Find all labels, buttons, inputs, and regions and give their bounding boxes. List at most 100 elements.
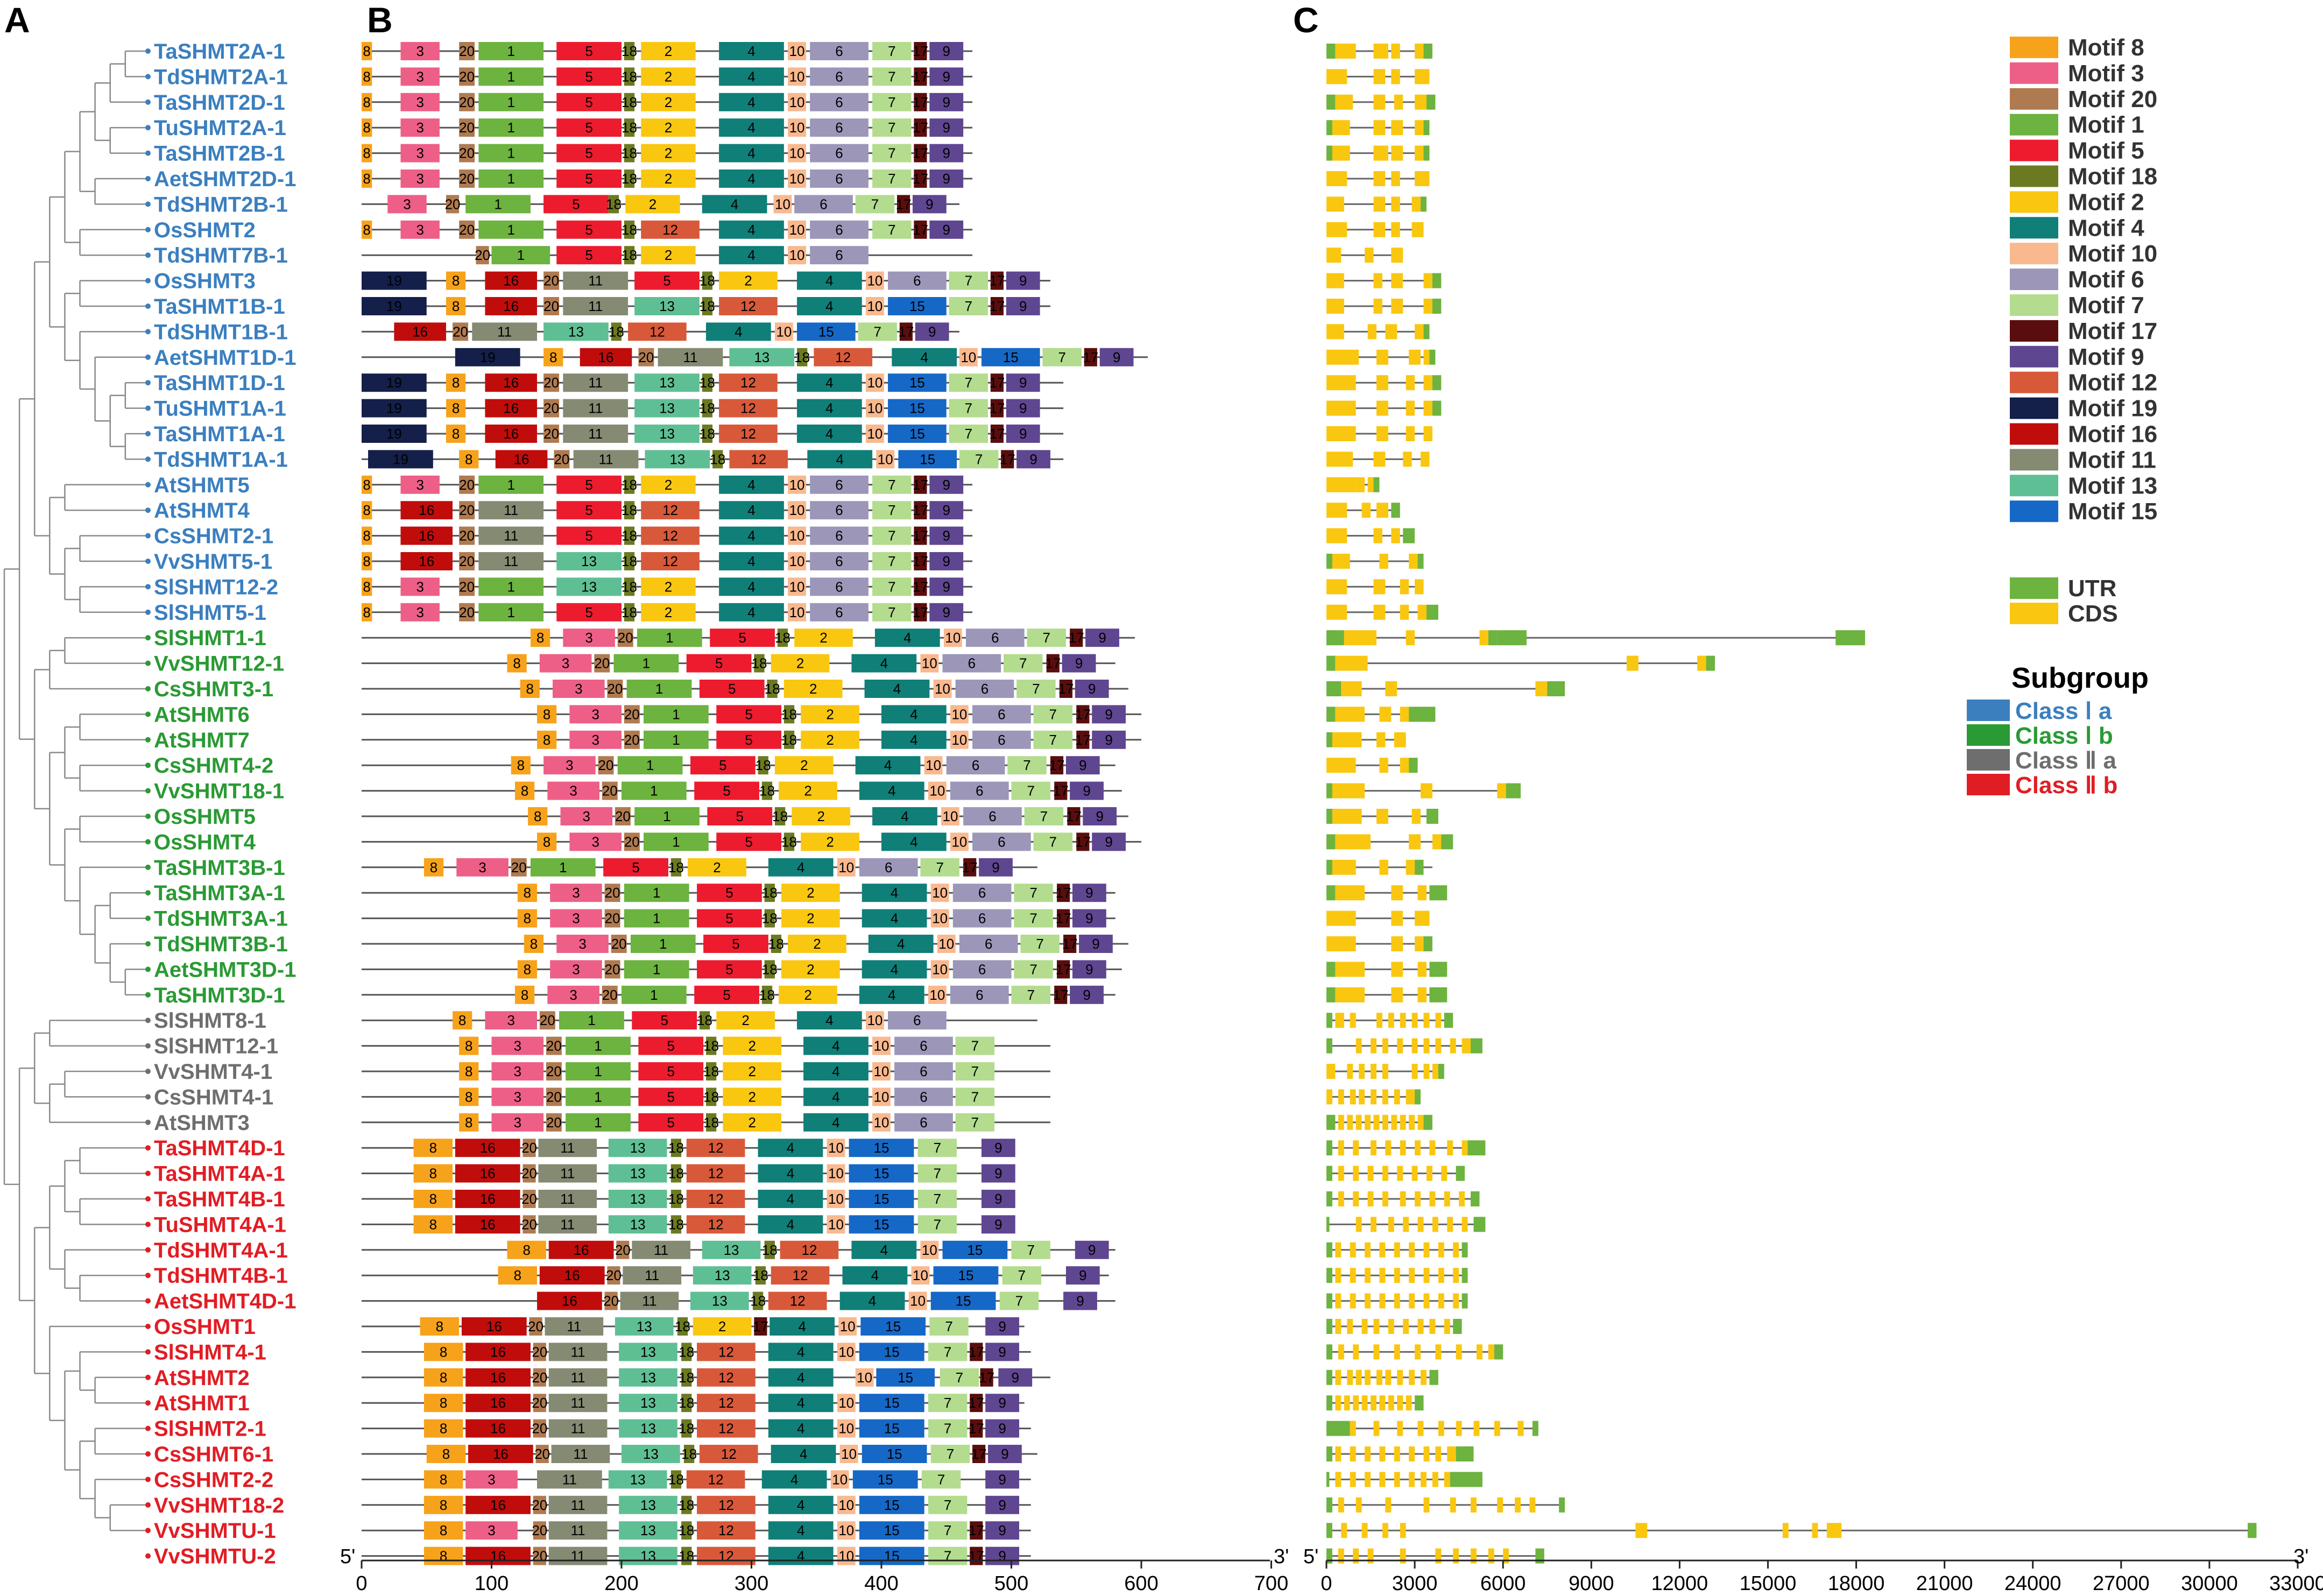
utr-block xyxy=(1494,1344,1503,1360)
motif-box-label: 17 xyxy=(969,1344,984,1360)
motif-box-label: 12 xyxy=(662,502,678,518)
motif-box-label: 9 xyxy=(994,1140,1002,1156)
cds-block xyxy=(1326,936,1356,951)
motif-box-label: 12 xyxy=(708,1216,724,1232)
utr-block xyxy=(1432,299,1442,314)
motif-box-label: 18 xyxy=(622,68,637,84)
motif-box-label: 13 xyxy=(754,349,769,365)
motif-box-label: 5 xyxy=(585,119,592,136)
motif-box-label: 6 xyxy=(835,222,843,238)
motif-axis-tick-label: 600 xyxy=(1124,1572,1158,1595)
motif-box xyxy=(543,756,596,775)
motif-box xyxy=(546,1087,562,1106)
motif-box-label: 15 xyxy=(884,1522,900,1538)
motif-box-label: 13 xyxy=(640,1369,656,1386)
motif-box-label: 4 xyxy=(747,604,755,620)
cds-block xyxy=(1394,1268,1400,1283)
motif-box xyxy=(924,756,943,775)
cds-block xyxy=(1411,196,1421,212)
cds-block xyxy=(1338,1140,1344,1156)
motif-box-label: 10 xyxy=(840,1318,856,1334)
utr-block xyxy=(1326,554,1332,569)
motif-box-label: 3 xyxy=(416,119,423,136)
motif-box xyxy=(917,1164,957,1183)
motif-box-label: 12 xyxy=(718,1369,734,1386)
cds-block xyxy=(1355,1038,1362,1054)
motif-box xyxy=(608,195,619,214)
cds-block xyxy=(1432,1472,1438,1487)
cds-block xyxy=(1456,1344,1462,1360)
phylogenetic-tree xyxy=(3,50,148,1531)
motif-box-label: 10 xyxy=(828,1166,844,1182)
motif-box xyxy=(719,42,784,60)
motif-box-label: 16 xyxy=(480,1216,496,1232)
motif-box-label: 6 xyxy=(976,783,983,799)
motif-box xyxy=(514,985,535,1004)
motif-box-label: 17 xyxy=(1075,732,1091,748)
motif-box-label: 18 xyxy=(679,1395,694,1411)
motif-box-label: 11 xyxy=(571,1548,585,1564)
gene-name-label: VvSHMT12-1 xyxy=(154,652,284,676)
motif-box xyxy=(837,858,856,877)
motif-box xyxy=(688,858,746,877)
motif-box xyxy=(810,552,869,570)
motif-box-label: 7 xyxy=(888,477,895,493)
cds-block xyxy=(1435,1446,1442,1461)
motif-box xyxy=(556,170,622,188)
cds-block xyxy=(1371,1140,1376,1156)
motif-axis-tick-label: 300 xyxy=(735,1572,768,1595)
cds-block xyxy=(1391,145,1403,161)
motif-box-label: 12 xyxy=(718,1344,734,1360)
motif-box-label: 10 xyxy=(841,1446,857,1462)
motif-box xyxy=(929,93,964,111)
motif-box xyxy=(400,475,440,494)
motif-box-label: 3 xyxy=(591,834,599,850)
cds-block xyxy=(1517,1421,1524,1436)
motif-box xyxy=(914,475,927,494)
motif-box-label: 8 xyxy=(363,604,370,620)
motif-box-label: 17 xyxy=(969,1421,984,1437)
motif-box-label: 16 xyxy=(503,298,519,314)
cds-block xyxy=(1365,248,1374,263)
gene-name-label: TaSHMT1B-1 xyxy=(154,295,285,319)
motif-axis-tick-label: 500 xyxy=(994,1572,1028,1595)
cds-block xyxy=(1371,1038,1376,1054)
gene-structure-panel xyxy=(1326,44,2257,1564)
motif-box xyxy=(1083,807,1117,825)
motif-box-label: 13 xyxy=(724,1242,739,1258)
motif-box xyxy=(950,730,969,749)
motif-box-label: 11 xyxy=(497,323,512,340)
cds-block xyxy=(1373,1319,1380,1334)
gene-structure-row xyxy=(1326,69,1430,84)
gene-structure-row xyxy=(1326,1472,1482,1487)
gene-axis: 0 3000 6000 9000 12000 15000 18000 21000 24000 27… xyxy=(1303,1545,2323,1595)
motif-box-label: 7 xyxy=(944,1548,951,1564)
motif-box-label: 3 xyxy=(507,1012,514,1028)
motif-box-label: 8 xyxy=(524,910,531,927)
gene-name-label: AtSHMT6 xyxy=(154,703,250,726)
motif-box xyxy=(459,220,475,239)
motif-box xyxy=(670,858,682,877)
cds-block xyxy=(1423,400,1432,416)
cds-block xyxy=(1373,604,1386,620)
motif-box-label: 5 xyxy=(585,43,592,59)
tree-leaf-dot xyxy=(145,456,151,462)
cds-block xyxy=(1388,1013,1394,1028)
cds-block xyxy=(1444,1319,1450,1334)
motif-box-label: 20 xyxy=(606,1267,622,1283)
motif-box xyxy=(1072,884,1106,902)
motif-box-label: 11 xyxy=(654,1242,668,1258)
gene-structure-row xyxy=(1326,171,1430,186)
motif-box xyxy=(719,144,784,163)
motif-box-label: 1 xyxy=(588,1012,595,1028)
utr-block xyxy=(1326,1038,1332,1054)
motif-box-label: 18 xyxy=(703,1089,719,1105)
motif-box xyxy=(686,1470,745,1489)
motif-legend-swatch xyxy=(2010,320,2058,342)
motif-box xyxy=(872,552,912,570)
motif-box-label: 4 xyxy=(797,859,804,875)
motif-box xyxy=(548,1240,614,1259)
motif-box xyxy=(566,1036,631,1055)
motif-box-label: 17 xyxy=(1049,757,1065,773)
motif-box xyxy=(465,1368,531,1387)
